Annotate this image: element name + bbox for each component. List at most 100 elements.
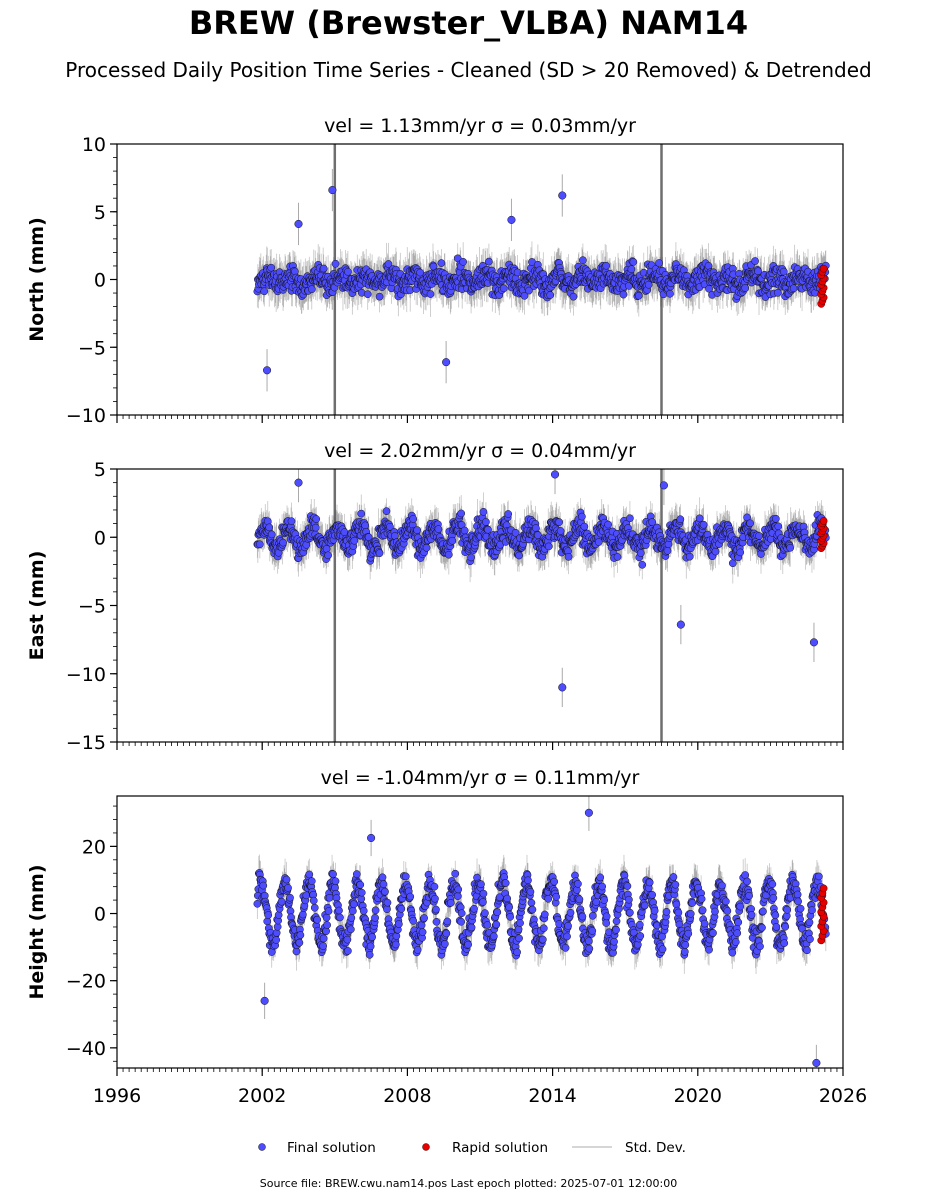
final-point [544, 542, 553, 551]
final-point [627, 265, 636, 274]
final-point [655, 259, 663, 267]
final-point [382, 507, 391, 516]
final-point [413, 526, 422, 534]
figure-title: BREW (Brewster_VLBA) NAM14 [188, 4, 749, 42]
final-point [629, 258, 638, 266]
final-point [344, 267, 352, 276]
final-point [287, 517, 296, 526]
y-tick-label: −5 [78, 337, 106, 359]
final-point [741, 284, 750, 292]
final-point [532, 524, 540, 532]
final-point [265, 523, 274, 532]
y-tick-label: 0 [94, 527, 106, 549]
panel-title: vel = 2.02mm/yr σ = 0.04mm/yr [324, 440, 636, 462]
final-point [511, 528, 520, 537]
final-point [312, 515, 321, 523]
final-point [728, 559, 737, 568]
final-point [331, 259, 340, 268]
final-point [437, 259, 446, 267]
final-point [626, 514, 634, 523]
plot-area [253, 469, 830, 742]
final-point [279, 538, 287, 547]
outlier-point [507, 215, 516, 224]
y-tick-label: −10 [66, 405, 106, 427]
final-point [564, 552, 573, 561]
final-point [594, 538, 603, 546]
outlier-point [809, 638, 819, 647]
final-point [755, 532, 763, 540]
y-tick-label: −5 [78, 596, 106, 618]
final-point [556, 527, 565, 535]
outlier-point [294, 478, 303, 487]
y-tick-label: 5 [94, 202, 106, 224]
final-point [644, 280, 653, 289]
y-tick-label: −15 [66, 732, 106, 754]
rapid-solution-points [817, 264, 828, 308]
final-point [546, 291, 555, 299]
final-point [520, 291, 529, 300]
final-point [364, 533, 373, 541]
outlier-point [262, 366, 272, 375]
y-tick-label: 10 [82, 134, 106, 156]
final-point [648, 518, 657, 526]
final-point [789, 284, 798, 293]
figure-subtitle: Processed Daily Position Time Series - C… [65, 58, 872, 82]
final-point [569, 292, 578, 301]
final-point [479, 507, 488, 516]
y-tick-label: 0 [94, 270, 106, 292]
panel-title: vel = 1.13mm/yr σ = 0.03mm/yr [324, 115, 636, 137]
final-point [467, 553, 475, 562]
y-axis-label: East (mm) [26, 551, 48, 661]
final-point [634, 291, 643, 300]
final-point [375, 292, 384, 301]
final-solution-points [253, 507, 830, 569]
panel-east: −15 −10 −5 0 5 vel = 2.02mm/yr σ = 0.04mm/yr E… [26, 440, 844, 754]
final-point [604, 520, 612, 529]
final-point [255, 540, 264, 549]
final-point [384, 260, 393, 268]
final-point [695, 514, 704, 523]
outlier-point [676, 620, 685, 629]
final-point [499, 284, 508, 293]
final-point [580, 522, 589, 531]
outlier-point [442, 358, 451, 367]
final-point [504, 510, 513, 518]
final-point [638, 560, 647, 569]
final-point [676, 515, 685, 524]
final-point [485, 257, 493, 266]
final-point [771, 514, 780, 523]
outlier-point [294, 219, 303, 228]
final-point [357, 509, 366, 518]
final-point [434, 525, 443, 533]
final-point [619, 290, 628, 299]
outlier-point [550, 470, 560, 479]
final-point [422, 543, 431, 552]
y-axis-label: North (mm) [26, 217, 48, 342]
final-point [426, 290, 435, 298]
final-point [482, 518, 490, 526]
final-point [751, 257, 759, 265]
final-point [555, 518, 563, 526]
panel-north: −10 −5 0 5 10 vel = 1.13mm/yr σ = 0.03mm/yr No… [26, 115, 844, 427]
final-point [774, 522, 783, 531]
final-point [307, 285, 316, 294]
final-point [260, 287, 269, 296]
final-point [340, 528, 349, 536]
rapid-point [819, 264, 828, 273]
final-solution-points [253, 254, 830, 303]
final-point [324, 551, 332, 560]
final-point [602, 261, 610, 270]
final-point [666, 289, 674, 298]
final-point [409, 515, 418, 523]
final-point [448, 536, 457, 545]
outlier-point [328, 186, 337, 195]
final-point [757, 550, 765, 558]
final-point [457, 509, 466, 518]
final-point [267, 530, 276, 539]
final-point [636, 549, 645, 557]
final-point [663, 546, 672, 555]
final-point [386, 522, 394, 531]
final-point [746, 519, 754, 528]
